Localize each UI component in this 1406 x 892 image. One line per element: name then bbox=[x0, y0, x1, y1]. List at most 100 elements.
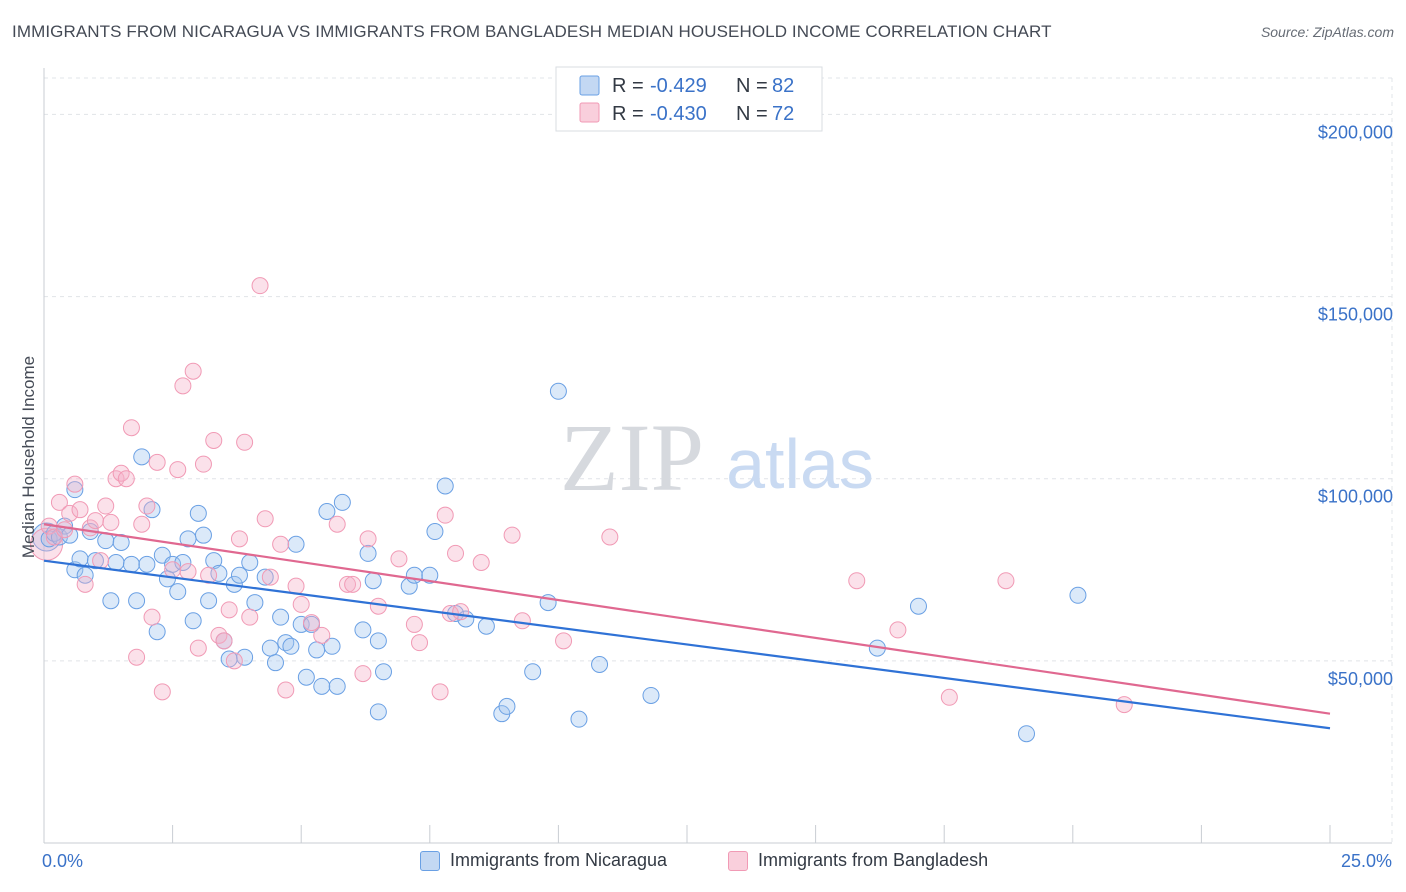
point-nicaragua-64 bbox=[421, 566, 439, 584]
y-tick-label-2: $150,000 bbox=[1318, 305, 1393, 325]
watermark-atlas: atlas bbox=[726, 425, 874, 503]
point-nicaragua-10 bbox=[86, 552, 104, 570]
point-nicaragua-75 bbox=[570, 710, 588, 728]
trend-line-nicaragua bbox=[43, 559, 1331, 730]
y-axis-label: Median Household Income bbox=[19, 356, 38, 558]
point-bangladesh-61 bbox=[452, 603, 470, 621]
point-nicaragua-59 bbox=[369, 632, 387, 650]
point-nicaragua-57 bbox=[359, 544, 377, 562]
point-nicaragua-23 bbox=[164, 555, 182, 573]
point-nicaragua-12 bbox=[102, 592, 120, 610]
point-nicaragua-36 bbox=[230, 566, 248, 584]
legend-n-label-2: N = bbox=[736, 103, 768, 125]
point-nicaragua-14 bbox=[112, 533, 130, 551]
point-nicaragua-20 bbox=[148, 623, 166, 641]
point-nicaragua-52 bbox=[318, 503, 336, 520]
y-tick-label-3: $200,000 bbox=[1318, 122, 1393, 142]
point-nicaragua-32 bbox=[210, 564, 228, 582]
point-nicaragua-53 bbox=[323, 637, 341, 655]
point-bangladesh-28 bbox=[189, 639, 207, 657]
point-bangladesh-51 bbox=[354, 665, 372, 683]
point-bangladesh-70 bbox=[997, 572, 1015, 590]
legend-swatch-bangladesh bbox=[579, 102, 600, 123]
point-bangladesh-15 bbox=[117, 470, 135, 488]
point-bangladesh-9 bbox=[86, 512, 104, 530]
y-tick-labels: $50,000 $100,000 $150,000 $200,000 bbox=[1318, 122, 1393, 688]
legend-box bbox=[555, 66, 823, 132]
point-nicaragua-8 bbox=[76, 566, 94, 584]
point-nicaragua-61 bbox=[369, 703, 387, 721]
point-bangladesh-43 bbox=[277, 681, 295, 699]
point-nicaragua-37 bbox=[236, 648, 254, 666]
point-bangladesh-20 bbox=[143, 608, 161, 626]
point-bangladesh-68 bbox=[889, 621, 907, 639]
axes bbox=[43, 68, 1392, 844]
legend-r-value-1: -0.429 bbox=[650, 75, 707, 97]
point-nicaragua-40 bbox=[256, 568, 274, 586]
point-nicaragua-47 bbox=[292, 615, 310, 633]
point-nicaragua-15 bbox=[122, 555, 140, 573]
point-bangladesh-7 bbox=[76, 575, 94, 593]
point-bangladesh-16 bbox=[122, 419, 140, 437]
point-bangladesh-40 bbox=[256, 510, 274, 528]
point-nicaragua-38 bbox=[241, 554, 259, 571]
point-nicaragua-65 bbox=[426, 523, 444, 541]
source-label: Source: ZipAtlas.com bbox=[1260, 24, 1394, 40]
point-nicaragua-66 bbox=[436, 477, 454, 495]
point-nicaragua-55 bbox=[333, 493, 351, 511]
point-bangladesh-46 bbox=[302, 614, 320, 632]
point-bangladesh-30 bbox=[200, 566, 218, 584]
point-bangladesh-52 bbox=[359, 530, 377, 548]
point-bangladesh-31 bbox=[205, 431, 223, 449]
point-nicaragua-27 bbox=[184, 612, 202, 630]
point-bangladesh-11 bbox=[97, 497, 115, 515]
point-nicaragua-72 bbox=[524, 663, 542, 681]
point-nicaragua-45 bbox=[282, 637, 300, 655]
point-bangladesh-22 bbox=[153, 683, 171, 701]
point-bangladesh-38 bbox=[241, 608, 259, 626]
point-bangladesh-34 bbox=[220, 601, 238, 619]
grid bbox=[44, 77, 1393, 843]
point-nicaragua-29 bbox=[194, 526, 212, 544]
point-nicaragua-43 bbox=[272, 608, 290, 626]
point-bangladesh-57 bbox=[431, 683, 449, 701]
point-nicaragua-74 bbox=[549, 382, 567, 400]
point-bangladesh-29 bbox=[194, 455, 212, 473]
point-bangladesh-45 bbox=[292, 595, 310, 613]
point-nicaragua-46 bbox=[287, 535, 305, 553]
point-nicaragua-17 bbox=[133, 448, 151, 466]
point-bangladesh-55 bbox=[405, 615, 423, 633]
point-bangladesh-33 bbox=[215, 632, 233, 650]
watermark-zip: ZIP bbox=[560, 404, 704, 511]
point-bangladesh-2 bbox=[50, 493, 68, 511]
point-bangladesh-42 bbox=[272, 535, 290, 553]
point-bangladesh-53 bbox=[369, 597, 387, 615]
point-bangladesh-65 bbox=[555, 632, 573, 650]
point-bangladesh-12 bbox=[102, 513, 120, 531]
point-nicaragua-41 bbox=[261, 639, 279, 657]
point-bangladesh-5 bbox=[66, 475, 84, 493]
point-bangladesh-56 bbox=[411, 634, 429, 652]
point-bangladesh-6 bbox=[71, 501, 89, 519]
point-bangladesh-49 bbox=[338, 575, 356, 593]
point-bangladesh-21 bbox=[148, 453, 166, 471]
data-points bbox=[30, 277, 1133, 743]
point-nicaragua-51 bbox=[313, 677, 331, 695]
trend-lines bbox=[43, 523, 1331, 730]
point-bangladesh-37 bbox=[236, 433, 254, 451]
point-bangladesh-25 bbox=[174, 377, 192, 395]
point-bangladesh-71 bbox=[1115, 696, 1133, 714]
point-nicaragua-76 bbox=[591, 656, 609, 673]
point-bangladesh-19 bbox=[138, 497, 156, 515]
point-nicaragua-71 bbox=[498, 697, 516, 715]
point-nicaragua-63 bbox=[405, 566, 423, 584]
legend-n-value-2: 72 bbox=[772, 103, 794, 125]
legend-swatch-nicaragua bbox=[579, 75, 600, 96]
point-bangladesh-3 bbox=[56, 521, 74, 539]
legend-label-nicaragua: Immigrants from Nicaragua bbox=[450, 850, 668, 870]
point-nicaragua-60 bbox=[375, 663, 393, 681]
point-bangladesh-26 bbox=[179, 563, 197, 581]
legend-r-value-2: -0.430 bbox=[650, 103, 707, 125]
legend-swatch-bangladesh-bottom bbox=[728, 850, 748, 871]
point-bangladesh-27 bbox=[184, 362, 202, 380]
